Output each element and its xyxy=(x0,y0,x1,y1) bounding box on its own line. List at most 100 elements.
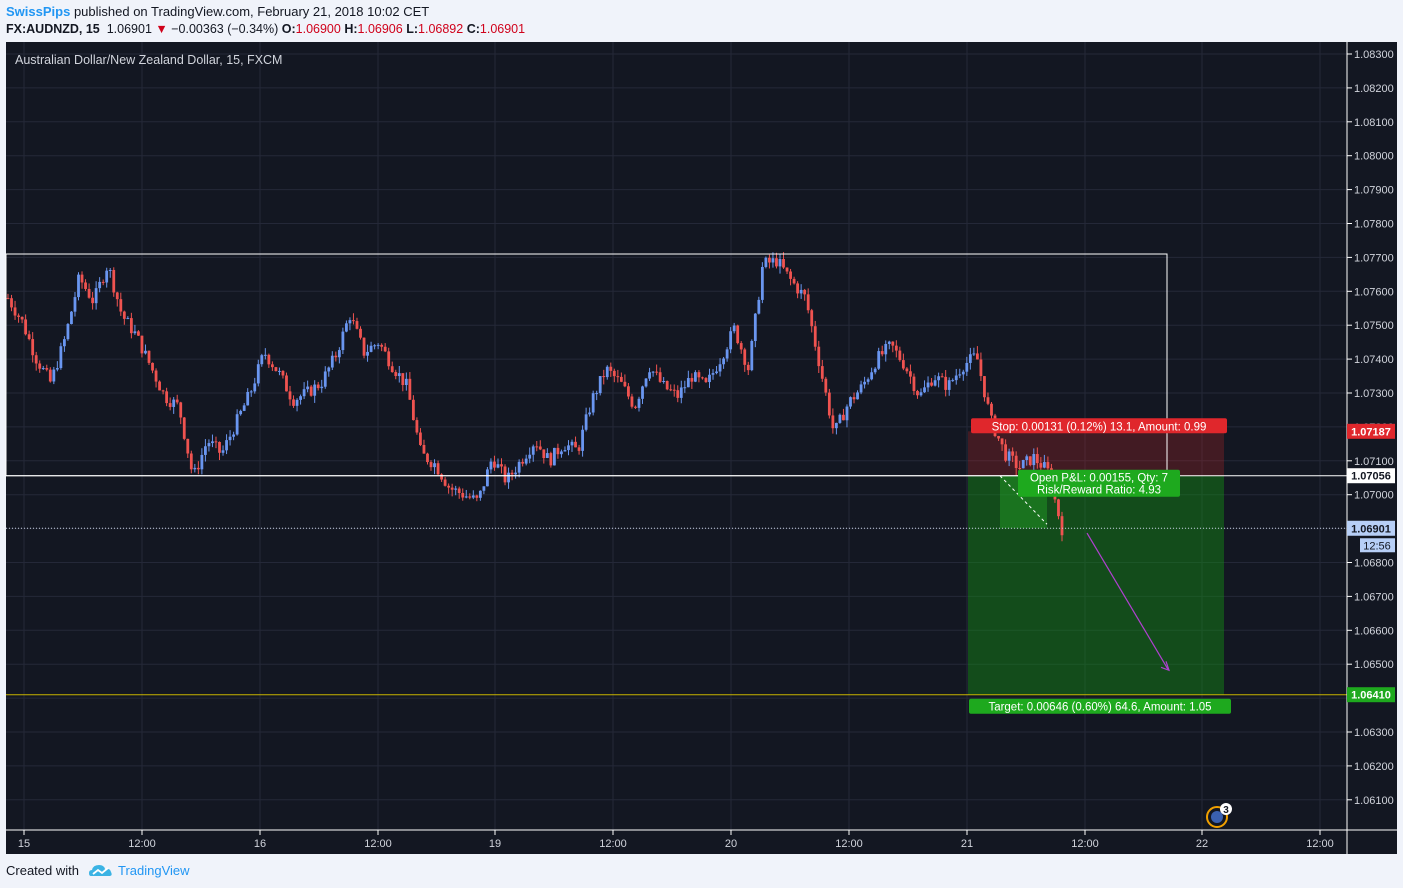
time-tick-label: 21 xyxy=(961,838,973,850)
candle-body xyxy=(567,445,570,451)
svg-text:Target: 0.00646 (0.60%) 64.6,: Target: 0.00646 (0.60%) 64.6, Amount: 1.… xyxy=(988,702,1211,714)
candle-body xyxy=(426,453,429,463)
candle-body xyxy=(411,399,415,421)
candle-body xyxy=(218,441,221,453)
candle-body xyxy=(990,403,993,416)
price-tick-label: 1.06200 xyxy=(1354,761,1394,773)
candle-body xyxy=(824,378,828,393)
candle-body xyxy=(422,444,426,454)
candle-body xyxy=(701,377,704,379)
candle-body xyxy=(651,371,655,373)
candle-body xyxy=(845,406,849,421)
candle-body xyxy=(390,366,394,373)
time-tick-label: 12:00 xyxy=(1071,838,1099,850)
candle-body xyxy=(665,381,669,390)
candle-body xyxy=(909,371,912,377)
candle-body xyxy=(366,351,369,356)
author-link[interactable]: SwissPips xyxy=(6,4,71,19)
projection-arrow[interactable] xyxy=(1086,532,1169,670)
candle-body xyxy=(119,299,123,312)
candle-body xyxy=(1021,460,1025,469)
price-tick-label: 1.07900 xyxy=(1354,185,1394,197)
last-price: 1.06901 xyxy=(106,22,152,36)
down-arrow-icon: ▼ xyxy=(155,22,168,36)
price-chart[interactable]: 1.08300 1.08200 1.08100 1.08000 1.07900 1.078… xyxy=(0,42,1403,854)
candle-body xyxy=(630,396,634,407)
price-tick-label: 1.08200 xyxy=(1354,83,1394,95)
candle-body xyxy=(842,414,845,421)
candle-body xyxy=(94,288,98,304)
candle-body xyxy=(972,353,976,355)
candle-body xyxy=(1025,456,1029,461)
candle-body xyxy=(627,386,630,397)
candle-body xyxy=(87,288,91,298)
candle-body xyxy=(965,362,969,372)
candle-body xyxy=(91,297,95,304)
candle-body xyxy=(105,270,109,283)
candle-body xyxy=(521,461,525,464)
candle-body xyxy=(873,368,877,373)
price-tick-label: 1.07500 xyxy=(1354,320,1394,332)
candle-body xyxy=(239,410,243,415)
candle-body xyxy=(115,292,119,300)
candle-body xyxy=(725,349,729,359)
candle-body xyxy=(775,258,778,267)
candle-body xyxy=(482,486,486,491)
candle-body xyxy=(66,324,70,340)
candle-body xyxy=(827,392,831,416)
candle-body xyxy=(140,335,144,354)
candle-body xyxy=(510,472,514,475)
candle-body xyxy=(55,368,59,370)
high-value: 1.06906 xyxy=(357,22,403,36)
tradingview-link[interactable]: TradingView xyxy=(118,863,190,878)
candle-body xyxy=(309,386,313,396)
candle-body xyxy=(672,389,676,391)
candle-body xyxy=(285,375,288,392)
candle-body xyxy=(598,376,602,394)
svg-text:Open P&L: 0.00155, Qty: 7: Open P&L: 0.00155, Qty: 7 xyxy=(1030,473,1168,485)
candle-body xyxy=(401,373,405,386)
candle-body xyxy=(746,364,750,371)
candle-body xyxy=(337,350,341,358)
candle-body xyxy=(1042,462,1046,468)
publish-info: published on TradingView.com, February 2… xyxy=(73,4,430,19)
candle-body xyxy=(10,298,13,308)
price-tick-label: 1.08000 xyxy=(1354,151,1394,163)
candle-body xyxy=(59,346,63,369)
candle-body xyxy=(577,447,581,451)
candle-body xyxy=(792,278,796,284)
time-axis[interactable]: 15 12:00 16 12:00 19 12:00 20 12:00 21 12:00 22 12:… xyxy=(18,830,1334,850)
candle-body xyxy=(80,274,84,283)
target-zone xyxy=(968,475,1224,695)
candle-body xyxy=(221,450,225,453)
candle-body xyxy=(954,375,958,381)
candle-body xyxy=(637,398,641,408)
price-tick-label: 1.08300 xyxy=(1354,49,1394,61)
candle-body xyxy=(267,354,271,365)
candle-body xyxy=(612,370,616,377)
candle-body xyxy=(697,372,701,378)
candle-body xyxy=(415,420,419,433)
candle-body xyxy=(538,446,542,450)
chart-title: Australian Dollar/New Zealand Dollar, 15… xyxy=(15,53,282,67)
candle-body xyxy=(1028,456,1032,466)
candle-body xyxy=(750,341,754,371)
candle-body xyxy=(52,369,56,382)
candle-body xyxy=(443,479,447,486)
candle-body xyxy=(1004,444,1007,461)
events-icon[interactable]: 3 xyxy=(1206,803,1232,828)
chart-background xyxy=(6,42,1397,854)
candle-body xyxy=(486,469,489,487)
candle-body xyxy=(330,355,334,368)
candle-body xyxy=(1060,516,1064,536)
candle-body xyxy=(581,429,584,451)
candle-body xyxy=(196,467,200,470)
candle-body xyxy=(933,380,937,386)
candle-body xyxy=(662,381,666,383)
candle-body xyxy=(38,363,42,369)
candle-body xyxy=(708,374,711,383)
candle-body xyxy=(743,349,747,365)
candle-body xyxy=(838,414,842,423)
candle-body xyxy=(281,370,285,376)
stop-label: Stop: 0.00131 (0.12%) 13.1, Amount: 0.99 xyxy=(971,418,1227,434)
